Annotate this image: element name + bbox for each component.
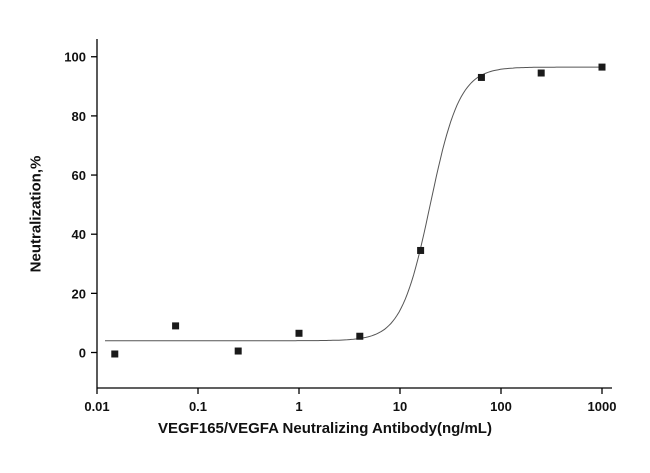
data-point <box>295 329 303 337</box>
x-tick-label: 1 <box>295 399 302 414</box>
data-point <box>234 347 242 355</box>
data-point <box>111 350 119 358</box>
y-tick-label: 40 <box>72 227 86 242</box>
data-point <box>356 332 364 340</box>
x-tick-label: 0.01 <box>84 399 109 414</box>
x-tick-label: 100 <box>490 399 512 414</box>
y-tick-label: 0 <box>79 346 86 361</box>
data-point <box>417 246 425 254</box>
y-tick-label: 100 <box>64 50 86 65</box>
fit-curve <box>105 66 602 342</box>
data-point <box>537 69 545 77</box>
y-tick-label: 20 <box>72 286 86 301</box>
y-tick-label: 60 <box>72 168 86 183</box>
data-point <box>172 322 180 330</box>
data-point <box>598 63 606 71</box>
data-point <box>477 73 485 81</box>
x-axis-title: VEGF165/VEGFA Neutralizing Antibody(ng/m… <box>158 420 492 437</box>
x-tick-label: 1000 <box>588 399 617 414</box>
x-tick-label: 0.1 <box>189 399 207 414</box>
y-axis-title: Neutralization,% <box>27 155 45 273</box>
x-tick-label: 10 <box>393 399 407 414</box>
y-tick-label: 80 <box>72 109 86 124</box>
